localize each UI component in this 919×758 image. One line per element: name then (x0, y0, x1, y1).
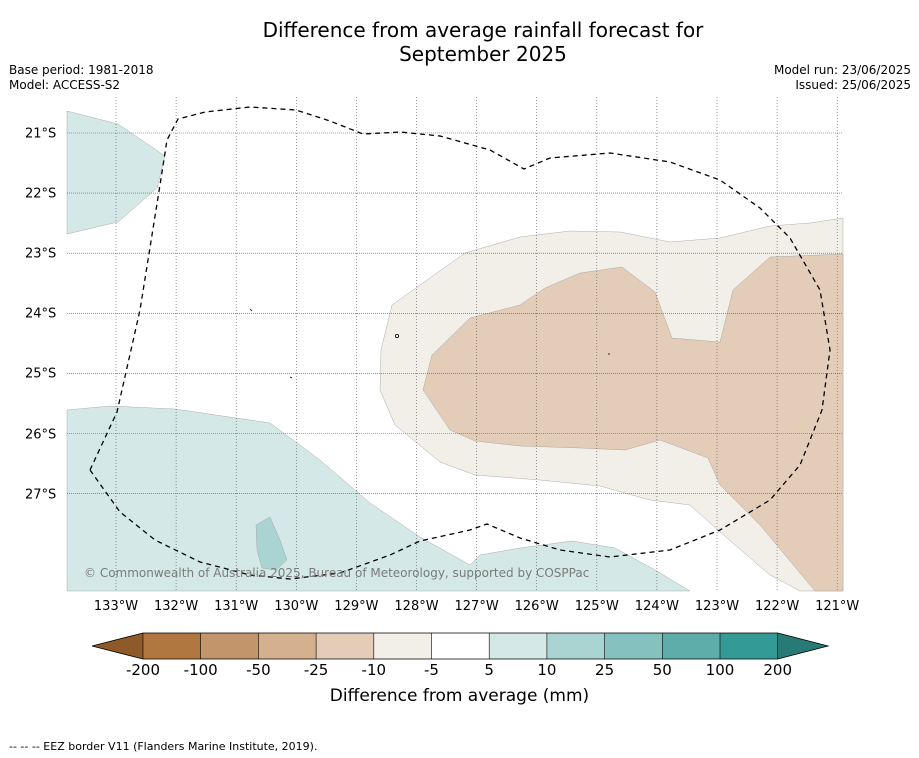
title-line-2: September 2025 (399, 42, 567, 66)
longitude-label: 126°W (514, 599, 559, 614)
colorbar (91, 632, 830, 660)
wet-region-southwest (66, 405, 691, 592)
longitude-label: 132°W (154, 599, 199, 614)
colorbar-tick-label: 200 (763, 661, 793, 679)
latitude-label: 23°S (25, 246, 57, 262)
model-name: Model: ACCESS-S2 (9, 78, 121, 92)
longitude-label: 127°W (454, 599, 499, 614)
colorbar-title: Difference from average (mm) (329, 686, 590, 706)
longitude-label: 128°W (394, 599, 439, 614)
colorbar-tick-label: 100 (705, 661, 735, 679)
graticule (67, 97, 843, 591)
longitude-label: 133°W (93, 599, 139, 614)
latitude-label: 24°S (25, 306, 57, 322)
colorbar-segment (258, 633, 317, 659)
colorbar-tick-label: 5 (484, 661, 494, 679)
model-run: Model run: 23/06/2025 (773, 63, 911, 77)
longitude-label: 131°W (214, 599, 259, 614)
colorbar-segment (200, 633, 259, 659)
colorbar-segment (316, 633, 375, 659)
latitude-label: 25°S (25, 366, 57, 382)
colorbar-segment (662, 633, 721, 659)
colorbar-tick-label: -50 (246, 661, 271, 679)
eez-border (89, 106, 831, 580)
colorbar-extend-high (777, 633, 828, 659)
base-period: Base period: 1981-2018 (9, 63, 154, 77)
colorbar-tick-label: 10 (537, 661, 557, 679)
colorbar-extend-low (92, 633, 143, 659)
copyright-notice: © Commonwealth of Australia 2025, Bureau… (84, 566, 590, 580)
colorbar-tick-label: -10 (361, 661, 387, 679)
map-title: Difference from average rainfall forecas… (0, 18, 919, 66)
colorbar-segment (431, 633, 490, 659)
dry-region-inner (422, 253, 844, 592)
longitude-label: 122°W (755, 599, 800, 614)
title-line-1: Difference from average rainfall forecas… (262, 18, 704, 42)
longitude-label: 121°W (815, 599, 860, 614)
longitude-label: 123°W (694, 599, 740, 614)
metadata-right: Model run: 23/06/2025 Issued: 25/06/2025 (774, 63, 911, 93)
issued-date: Issued: 25/06/2025 (795, 78, 911, 92)
colorbar-tick-label: -100 (183, 661, 218, 679)
wet-region-patch (255, 516, 288, 571)
map-area (66, 97, 844, 592)
colorbar-tick-label: 25 (595, 661, 615, 679)
latitude-label: 27°S (25, 487, 57, 503)
eez-legend-note: -- -- -- EEZ border V11 (Flanders Marine… (9, 740, 318, 753)
colorbar-tick-label: -200 (125, 661, 161, 679)
longitude-label: 125°W (574, 599, 619, 614)
colorbar-tick-label: -5 (424, 661, 439, 679)
colorbar-segment (143, 633, 202, 659)
longitude-label: 124°W (634, 599, 679, 614)
longitude-label: 130°W (274, 599, 319, 614)
colorbar-segment (546, 633, 606, 659)
latitude-label: 21°S (25, 126, 57, 142)
island-marks (249, 308, 610, 379)
colorbar-segment (373, 633, 432, 659)
latitude-label: 26°S (25, 427, 57, 442)
colorbar-segment (604, 633, 663, 659)
colorbar-segment (489, 633, 548, 659)
metadata-left: Base period: 1981-2018 Model: ACCESS-S2 (9, 63, 154, 93)
latitude-label: 22°S (25, 186, 57, 202)
longitude-label: 129°W (334, 599, 379, 614)
colorbar-tick-label: -25 (303, 661, 329, 679)
colorbar-tick-label: 50 (652, 661, 672, 679)
colorbar-segment (720, 633, 779, 659)
